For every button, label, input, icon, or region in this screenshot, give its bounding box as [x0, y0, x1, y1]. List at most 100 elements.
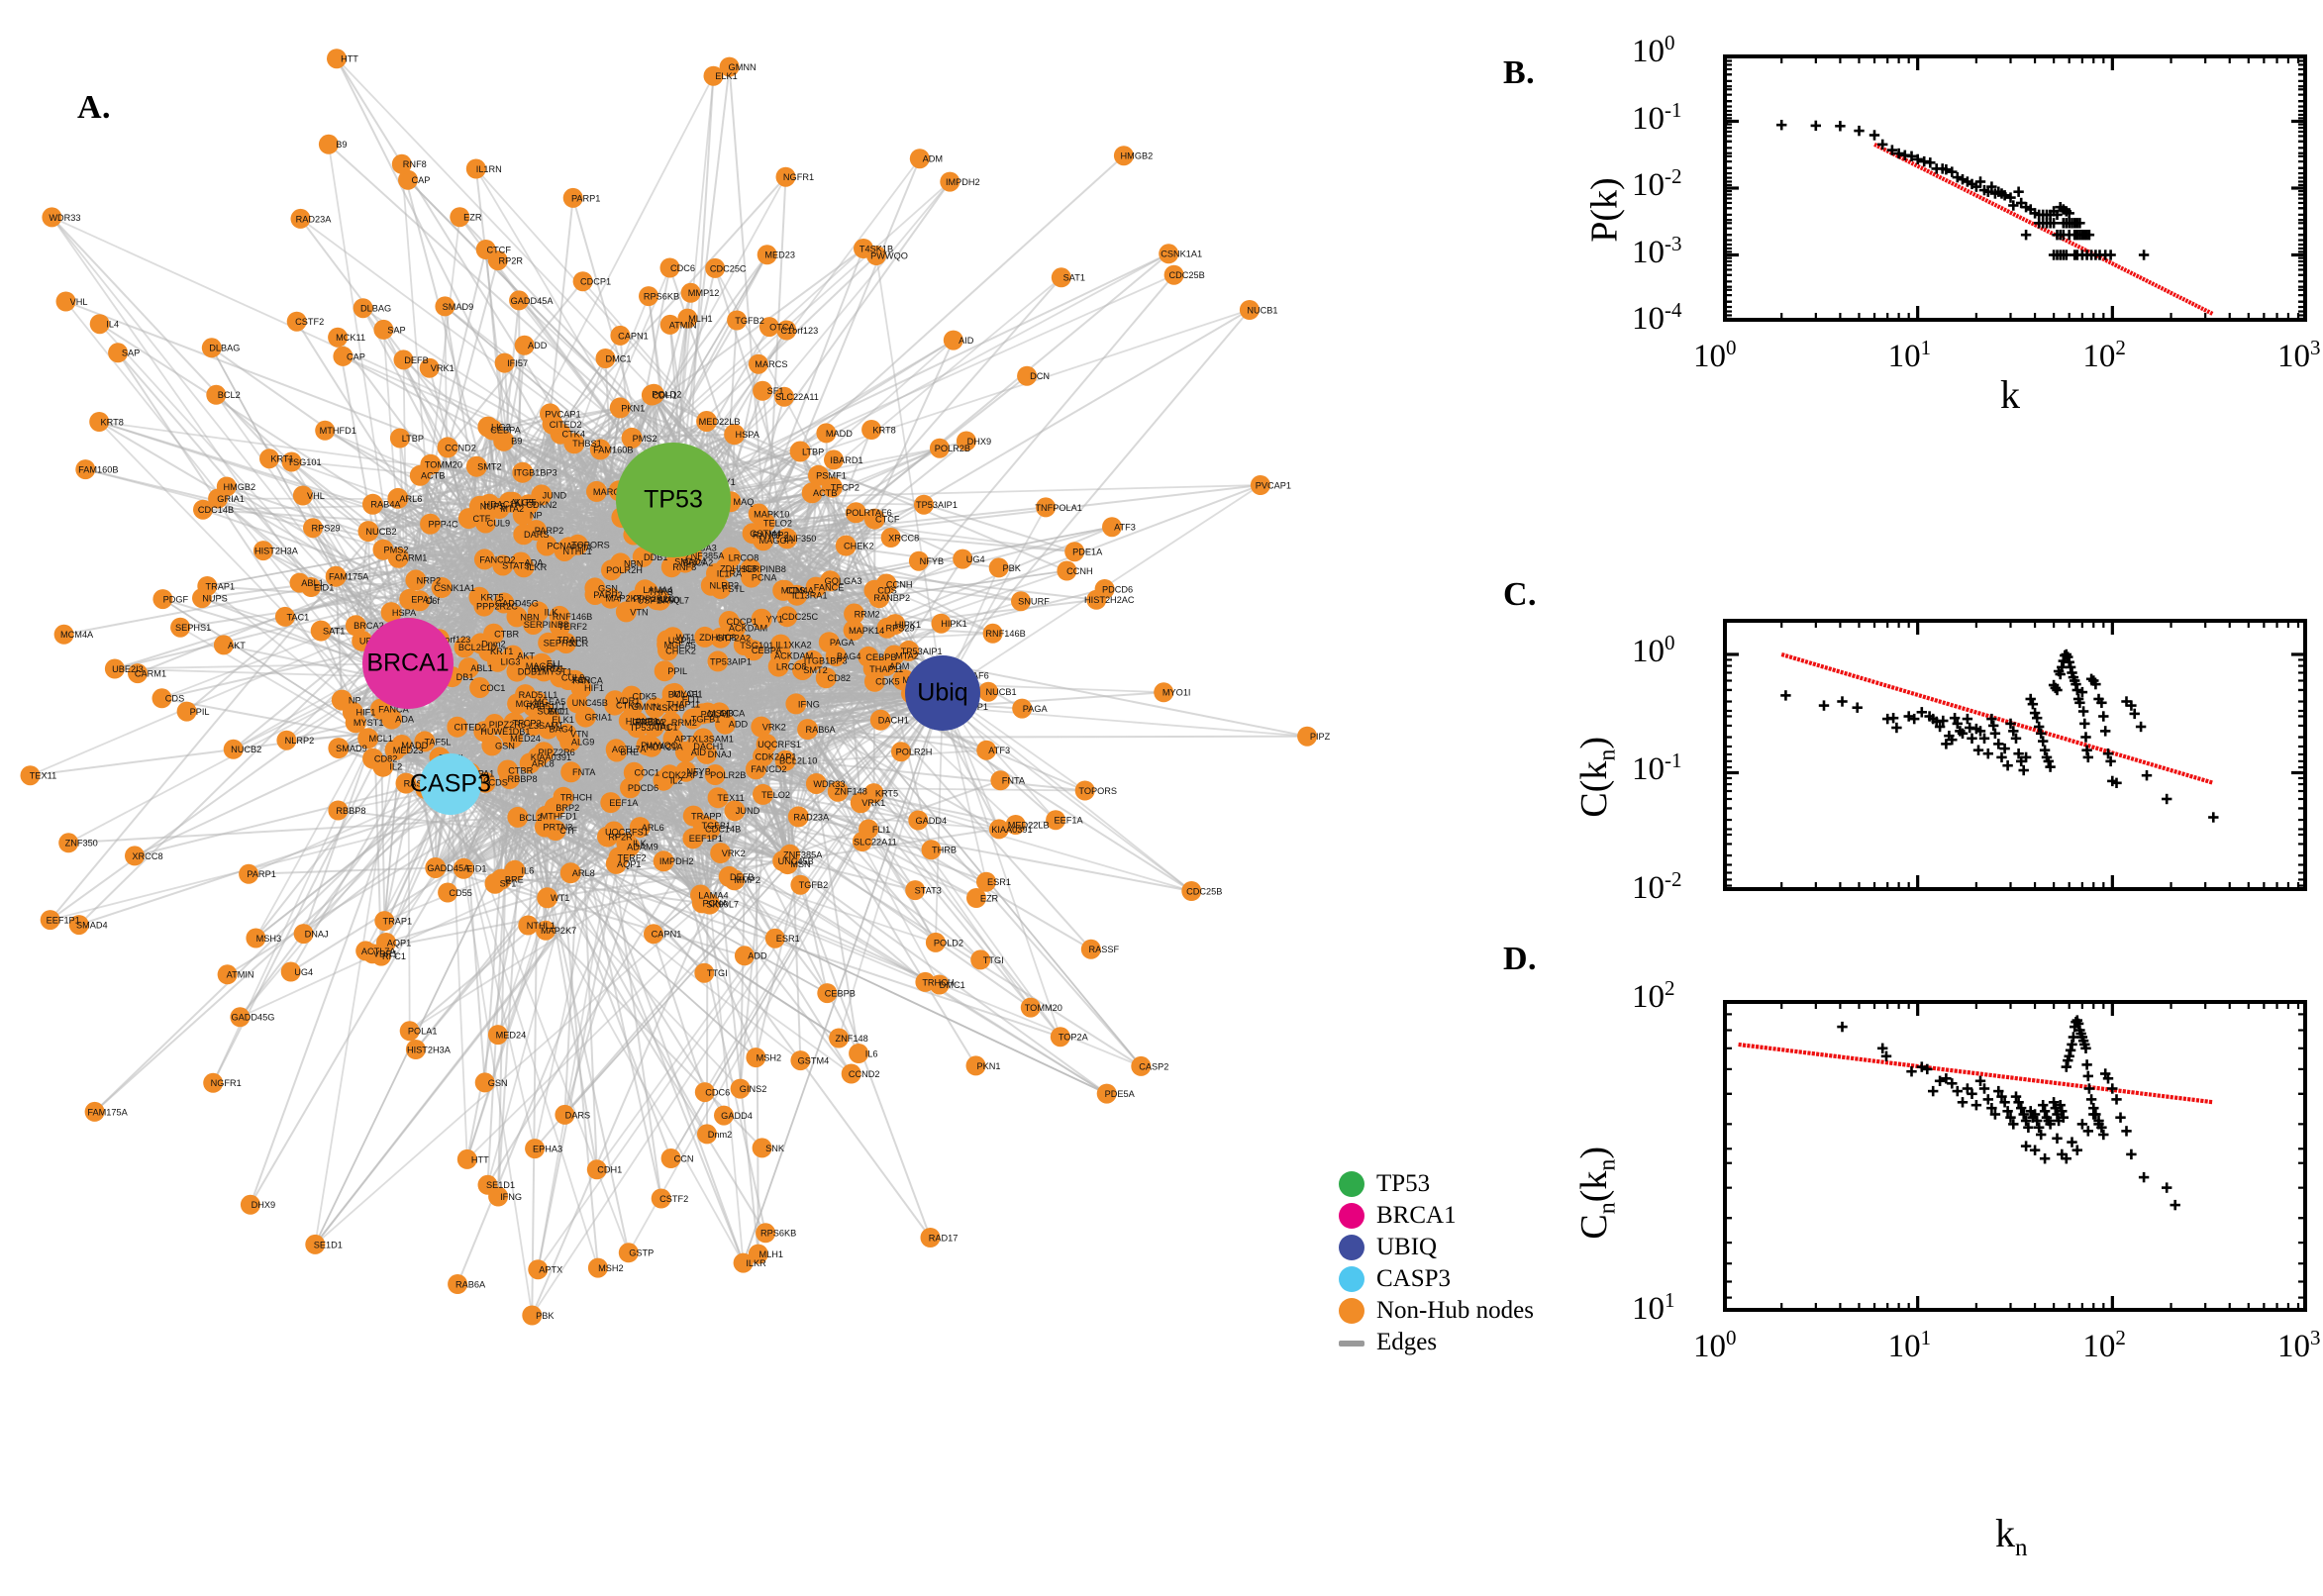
- network-node[interactable]: [696, 411, 718, 432]
- network-node[interactable]: [473, 595, 495, 617]
- network-node[interactable]: [677, 308, 698, 329]
- network-node[interactable]: [616, 833, 638, 853]
- network-node[interactable]: [448, 1274, 468, 1294]
- network-node[interactable]: [753, 380, 773, 401]
- network-node[interactable]: [805, 576, 827, 598]
- network-node[interactable]: [562, 187, 583, 208]
- network-node[interactable]: [192, 588, 212, 609]
- network-node[interactable]: [789, 441, 811, 462]
- network-node[interactable]: [1012, 698, 1033, 719]
- network-node[interactable]: [829, 1028, 850, 1048]
- network-node[interactable]: [682, 708, 704, 730]
- network-node[interactable]: [610, 552, 632, 574]
- network-node[interactable]: [484, 872, 506, 894]
- network-node[interactable]: [653, 850, 674, 872]
- network-node[interactable]: [328, 327, 349, 348]
- network-node[interactable]: [502, 727, 523, 748]
- network-node[interactable]: [745, 758, 766, 780]
- network-node[interactable]: [660, 711, 682, 733]
- network-node[interactable]: [741, 566, 762, 588]
- network-node[interactable]: [537, 887, 558, 909]
- network-node[interactable]: [710, 578, 732, 599]
- network-node[interactable]: [274, 606, 295, 627]
- network-node[interactable]: [1163, 264, 1184, 285]
- network-node[interactable]: [405, 569, 427, 591]
- network-node[interactable]: [536, 535, 557, 556]
- network-node[interactable]: [405, 1040, 426, 1059]
- network-node[interactable]: [518, 915, 539, 936]
- network-node[interactable]: [1239, 300, 1260, 320]
- network-node[interactable]: [533, 660, 555, 682]
- network-node[interactable]: [785, 693, 807, 715]
- network-node[interactable]: [704, 764, 726, 785]
- network-node[interactable]: [824, 449, 844, 470]
- network-node[interactable]: [372, 539, 394, 560]
- network-node[interactable]: [756, 1223, 776, 1244]
- network-node[interactable]: [55, 291, 76, 312]
- network-node[interactable]: [605, 852, 627, 874]
- network-node[interactable]: [908, 550, 929, 571]
- network-node[interactable]: [1005, 815, 1026, 835]
- network-node[interactable]: [474, 512, 496, 534]
- network-node[interactable]: [507, 806, 529, 828]
- network-node[interactable]: [357, 728, 379, 749]
- hub-node-tp53[interactable]: [616, 443, 731, 557]
- network-node[interactable]: [680, 282, 701, 303]
- network-node[interactable]: [333, 346, 354, 366]
- network-node[interactable]: [988, 819, 1009, 840]
- network-node[interactable]: [203, 1072, 224, 1093]
- network-node[interactable]: [643, 716, 664, 738]
- network-node[interactable]: [956, 431, 976, 451]
- network-node[interactable]: [703, 65, 724, 86]
- network-node[interactable]: [395, 772, 417, 794]
- network-node[interactable]: [533, 742, 555, 763]
- network-node[interactable]: [555, 1104, 575, 1125]
- hub-node-casp3[interactable]: [420, 753, 481, 815]
- network-node[interactable]: [488, 498, 510, 520]
- network-node[interactable]: [758, 317, 779, 338]
- network-node[interactable]: [509, 290, 530, 311]
- network-node[interactable]: [790, 1050, 811, 1071]
- network-node[interactable]: [707, 787, 729, 809]
- network-node[interactable]: [239, 863, 259, 884]
- network-node[interactable]: [651, 1188, 671, 1209]
- network-node[interactable]: [553, 786, 574, 808]
- network-node[interactable]: [540, 403, 560, 425]
- network-node[interactable]: [775, 166, 796, 187]
- network-node[interactable]: [201, 338, 222, 358]
- network-node[interactable]: [719, 56, 740, 77]
- network-node[interactable]: [1102, 517, 1122, 538]
- network-node[interactable]: [621, 427, 643, 449]
- network-node[interactable]: [691, 892, 713, 914]
- network-node[interactable]: [990, 770, 1011, 791]
- network-node[interactable]: [453, 857, 474, 879]
- network-node[interactable]: [454, 637, 475, 658]
- network-node[interactable]: [682, 828, 704, 849]
- network-node[interactable]: [1131, 1055, 1152, 1076]
- network-node[interactable]: [808, 464, 829, 486]
- network-node[interactable]: [292, 485, 313, 506]
- network-node[interactable]: [650, 589, 671, 611]
- network-node[interactable]: [920, 1228, 941, 1247]
- network-node[interactable]: [976, 871, 996, 892]
- network-node[interactable]: [909, 149, 930, 169]
- network-node[interactable]: [389, 428, 410, 449]
- network-node[interactable]: [276, 730, 297, 750]
- network-node[interactable]: [730, 1078, 751, 1099]
- network-node[interactable]: [862, 657, 884, 679]
- network-node[interactable]: [929, 438, 950, 458]
- network-node[interactable]: [733, 635, 755, 655]
- network-node[interactable]: [481, 735, 503, 756]
- network-node[interactable]: [493, 592, 515, 614]
- network-node[interactable]: [609, 397, 631, 419]
- network-node[interactable]: [757, 245, 777, 265]
- network-node[interactable]: [751, 608, 772, 630]
- network-node[interactable]: [89, 412, 110, 432]
- network-node[interactable]: [75, 459, 96, 480]
- network-node[interactable]: [756, 734, 777, 755]
- network-node[interactable]: [563, 433, 585, 454]
- network-node[interactable]: [458, 657, 479, 679]
- network-node[interactable]: [978, 681, 999, 702]
- network-node[interactable]: [170, 617, 191, 638]
- network-node[interactable]: [600, 587, 622, 609]
